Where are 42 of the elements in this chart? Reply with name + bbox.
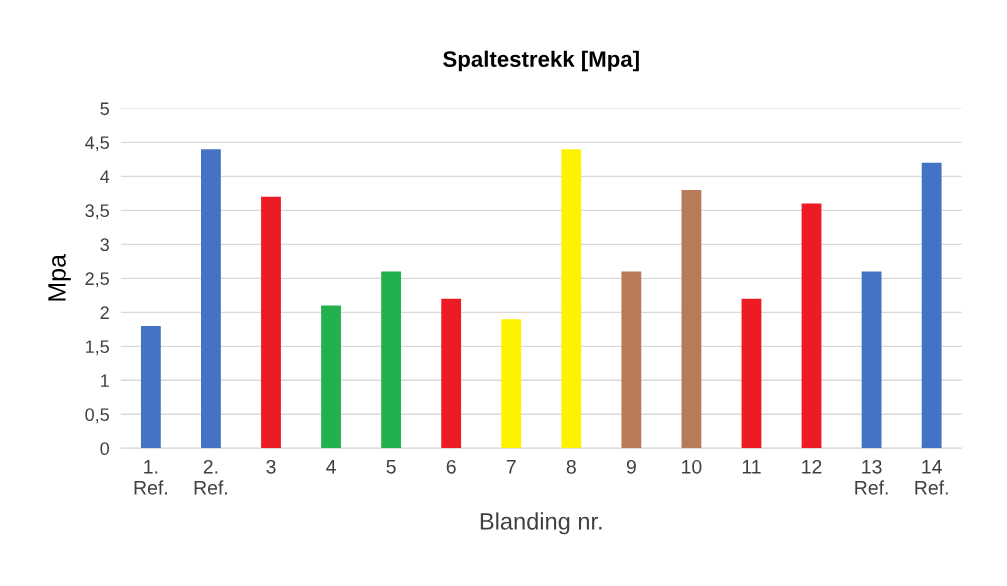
x-tick-label: 2. Ref. <box>194 459 227 495</box>
bar <box>921 162 942 449</box>
x-tick-label: 6 <box>446 459 456 474</box>
y-tick-label: 2 <box>100 306 109 319</box>
x-tick-label: 7 <box>506 460 516 474</box>
y-tick-label: 0 <box>100 442 110 456</box>
x-tick-label: 8 <box>566 459 576 474</box>
bar <box>201 149 221 449</box>
bar <box>621 271 642 449</box>
bar <box>861 271 882 449</box>
x-tick-label: 10 <box>682 459 702 474</box>
bar <box>681 189 702 449</box>
bar <box>321 305 341 449</box>
bar <box>801 203 822 449</box>
bar <box>381 271 402 449</box>
y-tick-label: 1 <box>101 374 109 387</box>
x-tick-label: 11 <box>742 460 761 474</box>
y-tick-label: 5 <box>100 102 109 116</box>
x-tick-label: 5 <box>386 460 396 474</box>
x-tick-label: 1. Ref. <box>134 460 167 495</box>
y-tick-label: 2,5 <box>85 272 109 288</box>
x-tick-label: 3 <box>266 459 276 474</box>
y-tick-label: 3 <box>100 238 109 252</box>
x-tick-label: 4 <box>326 460 336 474</box>
bar <box>561 149 582 449</box>
y-tick-label: 3,5 <box>85 204 109 220</box>
x-axis-title: Blanding nr. <box>480 512 602 535</box>
chart-title: Spaltestrekk [Mpa] <box>443 50 639 72</box>
y-tick-label: 0,5 <box>85 408 109 424</box>
y-tick-label: 4 <box>100 170 110 183</box>
x-tick-label: 14 Ref. <box>915 460 948 495</box>
bar <box>741 298 762 449</box>
x-tick-label: 12 <box>802 459 822 474</box>
y-tick-label: 4,5 <box>85 136 109 152</box>
y-tick-label: 1,5 <box>86 340 109 356</box>
x-tick-label: 13 Ref. <box>855 459 888 495</box>
bar <box>261 196 281 449</box>
x-tick-label: 9 <box>626 459 636 474</box>
y-axis-title: Mpa <box>48 254 71 301</box>
bar <box>441 298 462 449</box>
bar <box>501 319 522 449</box>
bar <box>140 325 161 449</box>
